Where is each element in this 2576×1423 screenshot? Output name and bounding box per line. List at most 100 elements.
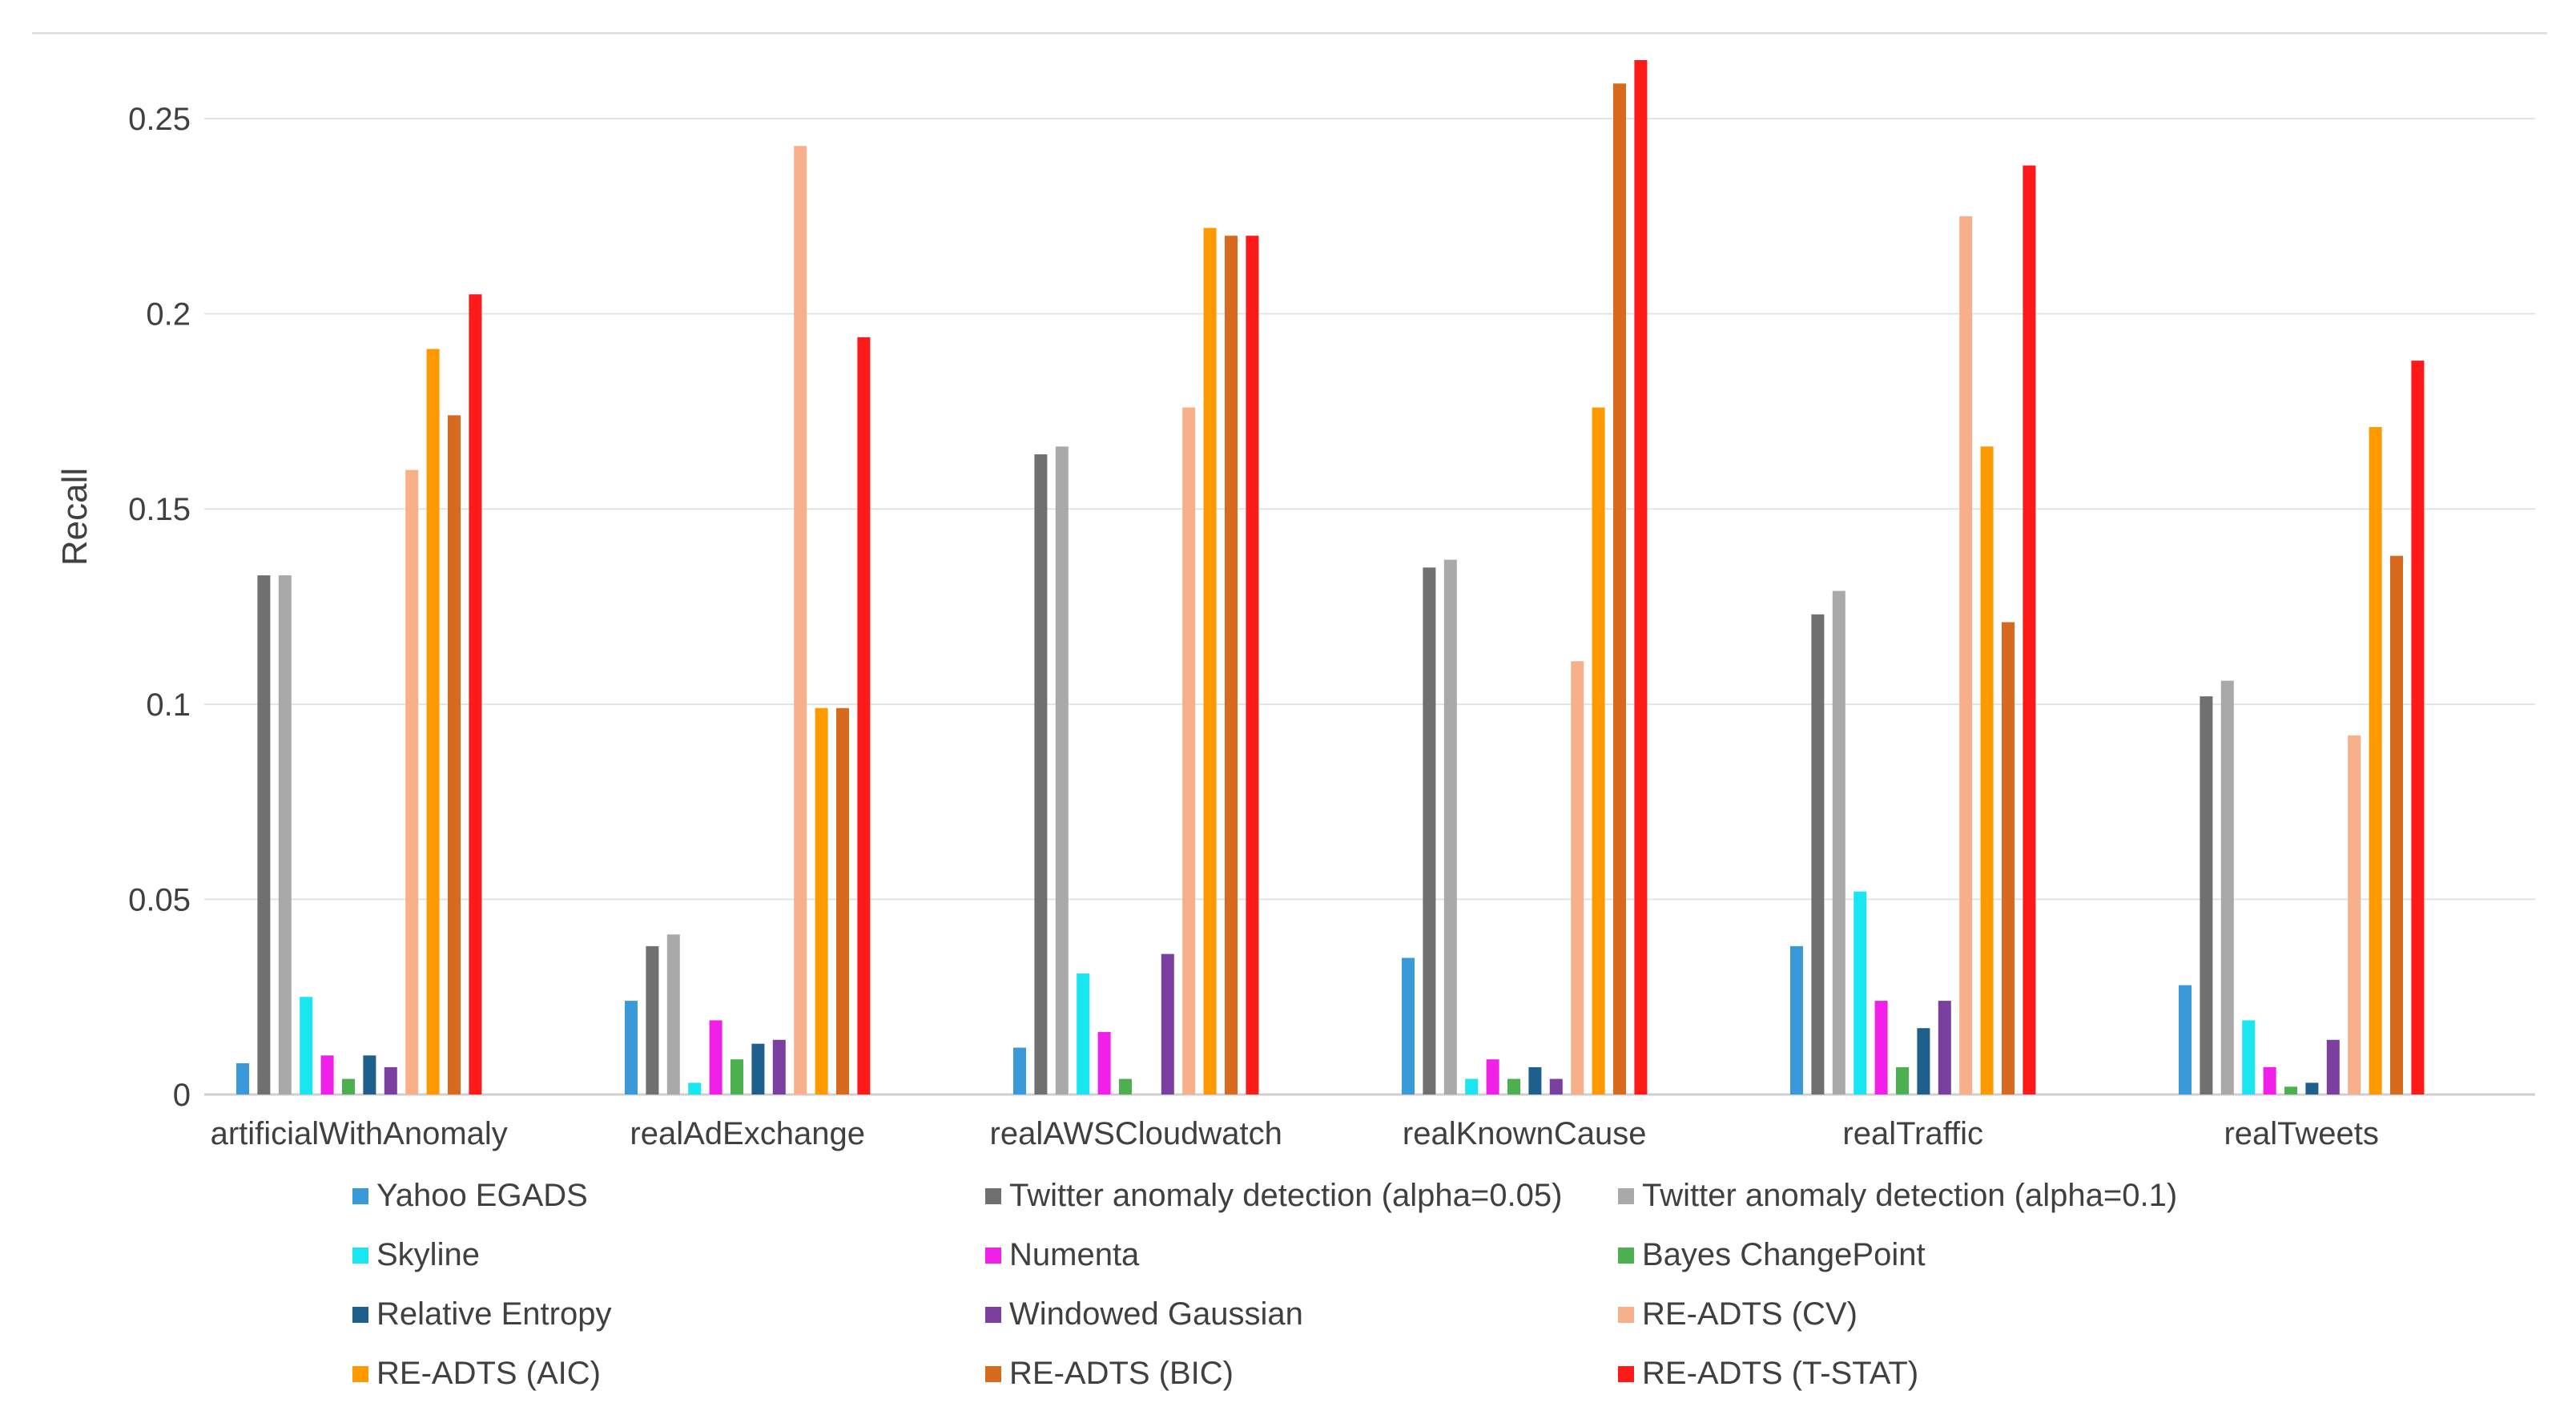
legend-label: RE-ADTS (AIC) — [376, 1356, 601, 1391]
bar — [1549, 1078, 1563, 1094]
legend-swatch — [985, 1247, 1001, 1264]
bar — [1013, 1047, 1026, 1094]
bar — [731, 1059, 743, 1094]
bar — [1592, 407, 1605, 1094]
y-tick-label: 0.05 — [128, 882, 191, 917]
y-tick-label: 0.2 — [146, 297, 191, 333]
bar — [1097, 1032, 1111, 1094]
legend-swatch — [352, 1306, 368, 1323]
bar — [1161, 953, 1174, 1094]
legend-item: RE-ADTS (CV) — [1618, 1296, 1858, 1332]
bar — [1402, 957, 1415, 1094]
legend-item: Numenta — [985, 1237, 1139, 1273]
bar — [1634, 60, 1648, 1094]
legend-item: Skyline — [352, 1237, 480, 1273]
y-axis-label: Recall — [55, 468, 95, 566]
bar — [2390, 555, 2403, 1094]
bar — [1938, 1001, 1951, 1094]
bar — [625, 1001, 638, 1094]
bar — [257, 575, 271, 1094]
bar — [426, 349, 440, 1095]
bar — [1119, 1078, 1132, 1094]
bar — [2326, 1039, 2340, 1094]
legend-item: Windowed Gaussian — [985, 1296, 1303, 1332]
bar — [1507, 1078, 1520, 1094]
legend-swatch — [352, 1187, 368, 1204]
legend-label: Windowed Gaussian — [1009, 1296, 1303, 1332]
bar — [2348, 735, 2361, 1094]
legend-swatch — [352, 1247, 368, 1264]
bar — [1246, 236, 1259, 1094]
y-tick-label: 0.15 — [128, 492, 191, 527]
legend-item: RE-ADTS (BIC) — [985, 1356, 1234, 1392]
bar — [1613, 83, 1626, 1094]
legend-item: Relative Entropy — [352, 1296, 611, 1332]
legend-item: Twitter anomaly detection (alpha=0.1) — [1618, 1178, 2177, 1214]
bar — [278, 575, 292, 1094]
bar — [2002, 622, 2015, 1094]
bar — [1528, 1066, 1542, 1094]
bar — [772, 1039, 786, 1094]
bars — [236, 60, 2425, 1095]
bar — [1896, 1066, 1909, 1094]
legend-item: RE-ADTS (AIC) — [352, 1356, 601, 1392]
legend-swatch — [985, 1365, 1001, 1382]
bar — [1182, 407, 1196, 1094]
bar — [448, 415, 461, 1094]
legend-item: Bayes ChangePoint — [1618, 1237, 1926, 1273]
y-tick-label: 0 — [173, 1078, 191, 1113]
bar — [2284, 1086, 2297, 1094]
bar — [1959, 216, 1973, 1094]
bar — [857, 337, 871, 1094]
bar — [2263, 1066, 2276, 1094]
bar — [815, 707, 828, 1094]
bar — [320, 1055, 334, 1094]
bar — [1874, 1001, 1888, 1094]
bar — [1034, 454, 1048, 1094]
x-tick-label: realKnownCause — [1403, 1116, 1647, 1151]
x-tick-label: realAWSCloudwatch — [990, 1116, 1282, 1151]
legend-item: Yahoo EGADS — [352, 1178, 588, 1214]
legend-label: Bayes ChangePoint — [1642, 1237, 1926, 1272]
bar — [646, 945, 659, 1094]
legend-swatch — [352, 1365, 368, 1382]
bar — [300, 997, 313, 1094]
y-tick-labels: 0 0.05 0.1 0.15 0.2 0.25 — [128, 102, 191, 1113]
legend-item: Twitter anomaly detection (alpha=0.05) — [985, 1178, 1562, 1214]
y-tick-label: 0.25 — [128, 102, 191, 137]
y-tick-label: 0.1 — [146, 687, 191, 723]
bar — [1465, 1078, 1479, 1094]
bar — [1225, 236, 1238, 1094]
bar — [1443, 559, 1457, 1094]
legend-label: Yahoo EGADS — [376, 1178, 588, 1213]
bar — [2411, 361, 2425, 1095]
x-tick-labels: artificialWithAnomaly realAdExchange realA… — [211, 1116, 2379, 1151]
bar — [2179, 985, 2192, 1094]
bar — [1077, 973, 1090, 1094]
legend-item: RE-ADTS (T-STAT) — [1618, 1356, 1918, 1392]
bar — [236, 1063, 249, 1094]
bar — [1790, 945, 1803, 1094]
bar — [1832, 591, 1845, 1094]
legend-label: Numenta — [1009, 1237, 1140, 1272]
legend-label: RE-ADTS (BIC) — [1009, 1356, 1234, 1391]
x-tick-label: realTweets — [2224, 1116, 2378, 1151]
bar — [469, 294, 482, 1094]
bar — [2023, 165, 2036, 1094]
bar — [1571, 661, 1584, 1094]
legend-swatch — [985, 1306, 1001, 1323]
x-tick-label: artificialWithAnomaly — [211, 1116, 508, 1151]
bar — [2220, 680, 2234, 1094]
bar — [1811, 614, 1825, 1094]
bar — [2369, 426, 2382, 1094]
legend-label: Relative Entropy — [376, 1296, 612, 1332]
bar — [709, 1020, 722, 1094]
bar — [2242, 1020, 2256, 1094]
bar — [1917, 1028, 1930, 1094]
bar — [363, 1055, 376, 1094]
bar — [1854, 891, 1867, 1094]
x-tick-label: realTraffic — [1842, 1116, 1983, 1151]
x-tick-label: realAdExchange — [630, 1116, 865, 1151]
bar — [666, 934, 680, 1094]
